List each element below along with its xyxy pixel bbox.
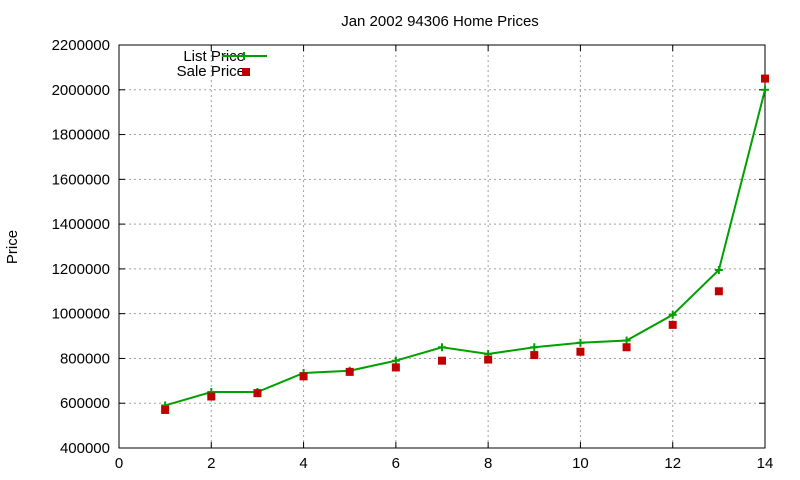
sale-price-point: [530, 351, 539, 360]
list-price-point: [668, 310, 677, 319]
x-tick-label: 0: [115, 455, 123, 472]
legend-swatch-sale-price: [242, 68, 250, 76]
y-axis-label: Price: [4, 230, 21, 264]
list-price-point: [761, 85, 769, 94]
list-price-point: [622, 336, 631, 345]
chart-title: Jan 2002 94306 Home Prices: [341, 13, 539, 30]
y-tick-label: 1600000: [52, 171, 110, 188]
x-tick-label: 6: [392, 455, 400, 472]
x-tick-label: 4: [299, 455, 307, 472]
legend-swatch-list-price-point: [240, 52, 248, 60]
sale-price-point: [161, 405, 170, 414]
y-tick-label: 2000000: [52, 82, 110, 99]
sale-price-point: [576, 347, 585, 356]
y-tick-label: 800000: [60, 350, 110, 367]
legend-label-sale-price: Sale Price: [177, 63, 245, 80]
sale-price-point: [438, 356, 446, 365]
sale-price-point: [714, 287, 723, 296]
sale-price-point: [668, 320, 677, 329]
list-price-point: [714, 266, 723, 275]
sale-price-point: [622, 343, 631, 352]
y-tick-label: 2200000: [52, 37, 110, 54]
y-tick-label: 600000: [60, 395, 110, 412]
x-tick-label: 14: [757, 455, 774, 472]
axis-ticks: [118, 44, 766, 449]
list-price-point: [530, 343, 539, 352]
x-tick-label: 2: [207, 455, 215, 472]
legend-label-list-price: List Price: [183, 48, 245, 65]
series: [161, 74, 769, 414]
grid: [119, 45, 765, 448]
sale-price-point: [761, 74, 769, 83]
y-tick-label: 400000: [60, 440, 110, 457]
sale-price-point: [207, 392, 216, 401]
x-tick-label: 12: [664, 455, 681, 472]
x-axis-tick-labels: 0 2 4 6 8 10 12 14: [115, 455, 774, 472]
y-tick-label: 1400000: [52, 216, 110, 233]
sale-price-point: [345, 367, 354, 376]
sale-price-point: [299, 372, 308, 381]
sale-price-point: [253, 389, 262, 398]
y-tick-label: 1200000: [52, 261, 110, 278]
y-tick-label: 1800000: [52, 127, 110, 144]
sale-price-point: [391, 363, 400, 372]
x-tick-label: 10: [572, 455, 589, 472]
list-price-point: [576, 338, 585, 347]
list-price-line: [164, 89, 766, 407]
sale-price-point: [484, 355, 493, 364]
y-axis-tick-labels: 400000 600000 800000 1000000 1200000 1400000 1…: [52, 37, 110, 457]
x-tick-label: 8: [484, 455, 492, 472]
list-price-point: [391, 356, 400, 365]
y-tick-label: 1000000: [52, 306, 110, 323]
plot-frame: [118, 44, 766, 449]
list-price-point: [438, 343, 446, 352]
